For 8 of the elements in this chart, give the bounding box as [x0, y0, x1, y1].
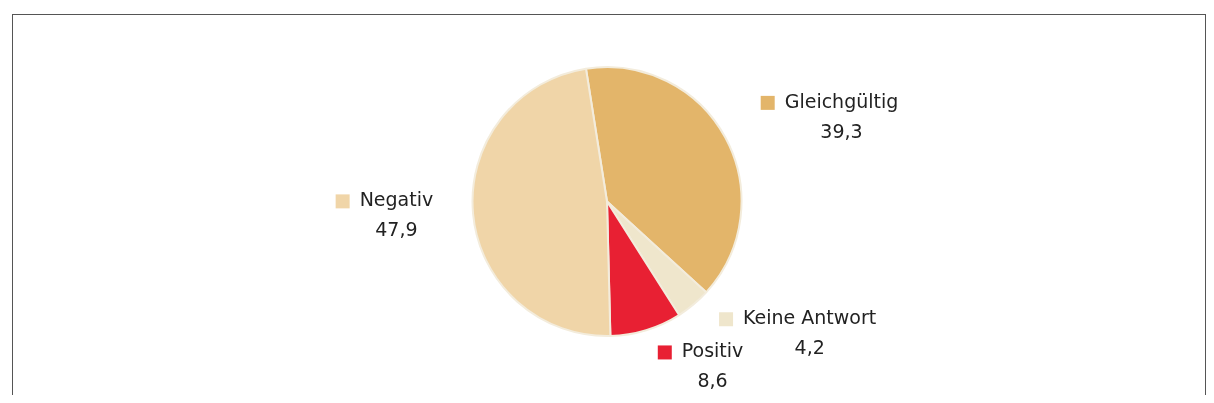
legend-label: Positiv	[681, 339, 744, 362]
legend-label: Keine Antwort	[743, 306, 877, 329]
data-label: 47,9	[375, 218, 418, 241]
data-label: 4,2	[794, 336, 825, 359]
legend-label: Gleichgültig	[784, 89, 899, 112]
legend-label: Negativ	[359, 188, 434, 211]
data-label: 39,3	[820, 119, 863, 142]
data-label: 8,6	[697, 369, 728, 392]
